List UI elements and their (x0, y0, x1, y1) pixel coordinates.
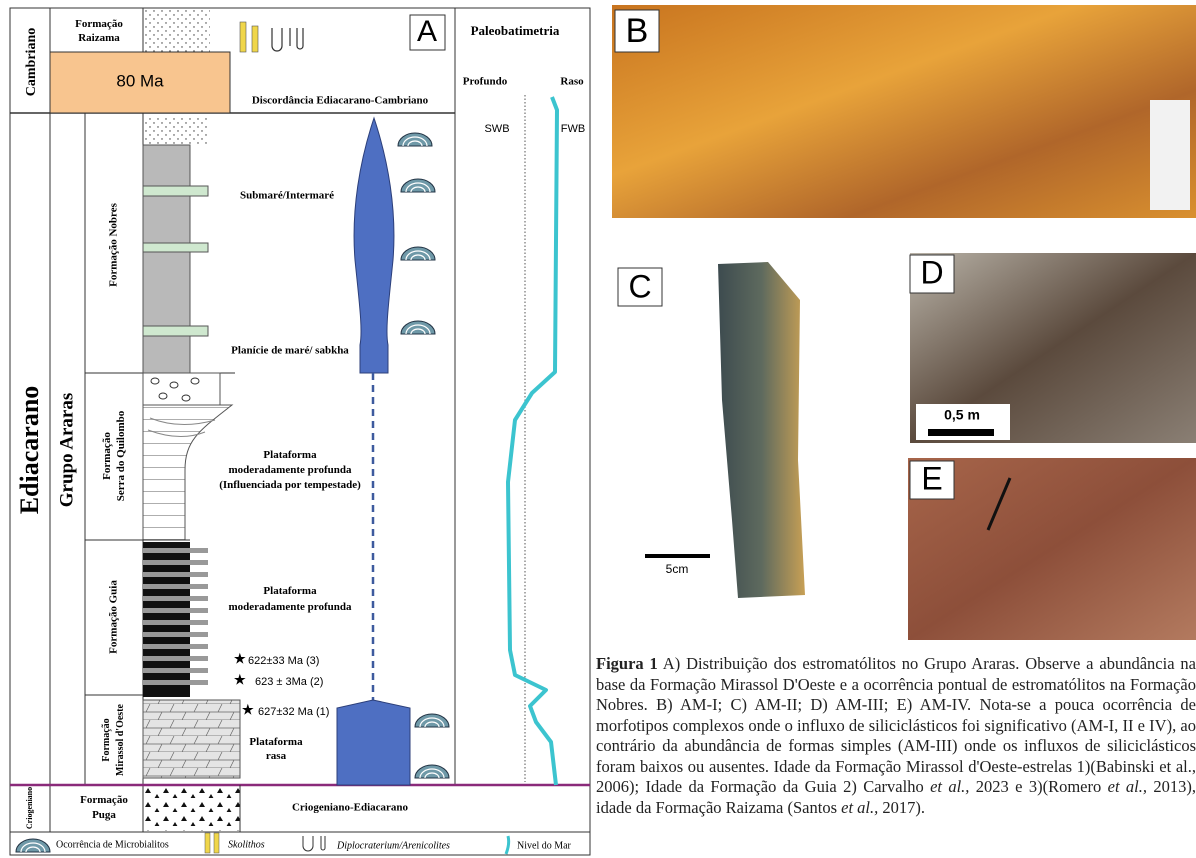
legend-icon (214, 833, 219, 853)
caption-label: Figura 1 (596, 654, 658, 673)
sea-level-curve (508, 97, 557, 785)
bathymetry-label: SWB (484, 123, 509, 135)
group: Grupo Araras (56, 393, 77, 508)
photo-b (612, 5, 1196, 218)
legend-icon (303, 836, 325, 851)
legend-icon (506, 836, 509, 854)
age: 622±33 Ma (3) (248, 655, 319, 667)
age: 623 ± 3Ma (2) (255, 676, 323, 688)
bathymetry-label: FWB (561, 123, 585, 135)
lithology (143, 700, 240, 778)
period: Cambriano (24, 28, 39, 96)
photo-scale (1150, 100, 1190, 210)
bed (143, 584, 208, 589)
environment: Submaré/Intermaré (240, 190, 334, 202)
bed (143, 668, 208, 673)
caption: Figura 1 A) Distribuição dos estromatóli… (596, 654, 1196, 818)
facies-spindle (354, 118, 394, 373)
panel-label: B (626, 12, 649, 50)
formation-name: Formação Nobres (108, 202, 120, 287)
unconformity-label: Discordância Ediacarano-Cambriano (252, 95, 429, 107)
bed (143, 620, 208, 625)
lithology (143, 787, 240, 831)
period: Ediacarano (15, 386, 44, 515)
age: 627±32 Ma (1) (258, 706, 329, 718)
photo-c (718, 262, 805, 598)
age-box-label: 80 Ma (116, 71, 164, 90)
caption-text: et al., (1108, 777, 1147, 796)
trace-icons (240, 22, 303, 52)
panel-label: C (628, 268, 651, 304)
bed (143, 656, 208, 661)
lithology (143, 405, 232, 540)
scale-label: 0,5 m (944, 407, 980, 423)
bed (143, 632, 208, 637)
panel-a-frame (10, 8, 590, 855)
star: ★ (242, 702, 254, 717)
bathymetry-title: Paleobatimetria (471, 23, 560, 38)
scale-bar (928, 429, 994, 436)
lithology (143, 10, 210, 52)
legend-label: Skolithos (228, 839, 265, 850)
caption-text: A) Distribuição dos estromatólitos no Gr… (596, 654, 1196, 796)
lithology (143, 145, 190, 373)
environment: Planície de maré/ sabkha (231, 345, 349, 357)
panel-label: E (921, 460, 942, 496)
star: ★ (234, 672, 246, 687)
caption-text: 2023 e 3)(Romero (969, 777, 1107, 796)
lithology (143, 542, 208, 697)
formation-name: Formação Guia (108, 580, 120, 654)
bed (143, 560, 208, 565)
caption-text: et al., (930, 777, 969, 796)
bed (143, 644, 208, 649)
legend-label: Nivel do Mar (517, 840, 572, 851)
legend-label: Diplocraterium/Arenicolites (336, 840, 450, 851)
environment: Criogeniano-Ediacarano (292, 802, 409, 814)
facies-block (337, 700, 410, 785)
period: Criogeniano (25, 787, 34, 829)
panel-label: A (417, 15, 437, 48)
star: ★ (234, 651, 246, 666)
caption-text: et al., (841, 798, 878, 817)
legend-label: Ocorrência de Microbialitos (56, 839, 169, 850)
bed (143, 608, 208, 613)
panel-label: D (920, 254, 943, 290)
scale-label: 5cm (666, 562, 689, 576)
lithology (143, 118, 208, 145)
bed (143, 548, 208, 553)
bed (143, 596, 208, 601)
bathymetry-label: Raso (560, 76, 584, 88)
legend-icon (205, 833, 210, 853)
bed (143, 680, 208, 685)
bathymetry-label: Profundo (463, 76, 508, 88)
bed (143, 572, 208, 577)
caption-text: 2017). (878, 798, 925, 817)
page: Cambriano Ediacarano Criogeniano Grupo A… (0, 0, 1196, 858)
